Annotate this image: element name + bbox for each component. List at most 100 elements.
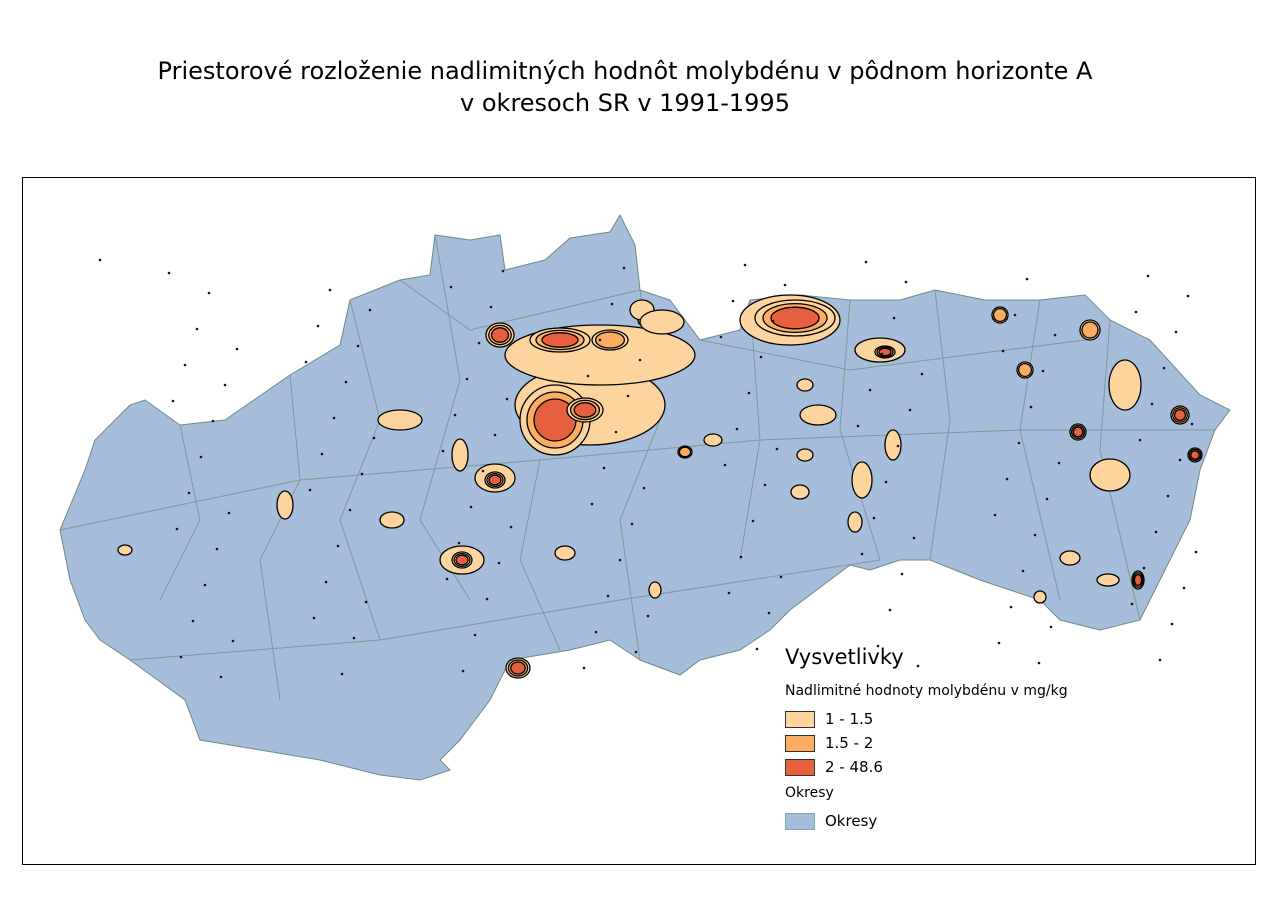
zone-class-3 bbox=[488, 474, 502, 486]
legend-item-class-2: 1.5 - 2 bbox=[785, 731, 1068, 755]
sample-point bbox=[191, 619, 195, 623]
sample-point bbox=[856, 424, 860, 428]
zone-class-3 bbox=[770, 306, 820, 330]
legend-swatch bbox=[785, 710, 815, 728]
title-line-1: Priestorové rozloženie nadlimitných hodn… bbox=[157, 57, 1093, 85]
sample-point bbox=[1130, 602, 1134, 606]
sample-point bbox=[763, 483, 767, 487]
sample-point bbox=[1057, 461, 1061, 465]
sample-point bbox=[1001, 349, 1005, 353]
sample-point bbox=[364, 600, 368, 604]
sample-point bbox=[489, 305, 493, 309]
sample-point bbox=[779, 575, 783, 579]
sample-point bbox=[223, 383, 227, 387]
zone-class-1 bbox=[796, 448, 814, 462]
zone-class-1 bbox=[639, 309, 685, 335]
map-title: Priestorové rozloženie nadlimitných hodn… bbox=[0, 55, 1250, 119]
sample-point bbox=[167, 271, 171, 275]
sample-point bbox=[618, 558, 622, 562]
sample-point bbox=[441, 449, 445, 453]
sample-point bbox=[1049, 625, 1053, 629]
sample-point bbox=[864, 260, 868, 264]
sample-point bbox=[348, 508, 352, 512]
sample-point bbox=[509, 525, 513, 529]
zone-class-3 bbox=[573, 402, 597, 418]
sample-point bbox=[1162, 366, 1166, 370]
sample-point bbox=[1053, 333, 1057, 337]
zone-class-1 bbox=[790, 484, 810, 500]
sample-point bbox=[231, 639, 235, 643]
legend-item-class-3: 2 - 48.6 bbox=[785, 755, 1068, 779]
district-border bbox=[519, 459, 561, 651]
sample-point bbox=[723, 463, 727, 467]
sample-point bbox=[195, 327, 199, 331]
sample-point bbox=[904, 280, 908, 284]
sample-point bbox=[457, 541, 461, 545]
sample-point bbox=[215, 547, 219, 551]
sample-point bbox=[739, 555, 743, 559]
district-border bbox=[59, 429, 1215, 531]
legend-item-class-1: 1 - 1.5 bbox=[785, 707, 1068, 731]
zone-class-3 bbox=[1173, 408, 1187, 422]
zone-class-1 bbox=[1089, 458, 1131, 492]
zone-class-3 bbox=[1072, 426, 1084, 438]
sample-point bbox=[485, 597, 489, 601]
sample-point bbox=[590, 502, 594, 506]
sample-point bbox=[453, 413, 457, 417]
zone-class-3 bbox=[541, 332, 579, 348]
sample-point bbox=[179, 655, 183, 659]
sample-point bbox=[1194, 550, 1198, 554]
sample-point bbox=[614, 430, 618, 434]
sample-point bbox=[493, 433, 497, 437]
zone-class-3 bbox=[490, 327, 510, 343]
sample-point bbox=[171, 399, 175, 403]
sample-point bbox=[304, 360, 308, 364]
sample-point bbox=[594, 630, 598, 634]
zone-class-2 bbox=[1081, 321, 1099, 339]
legend-item-districts: Okresy bbox=[785, 809, 1068, 833]
sample-point bbox=[626, 394, 630, 398]
sample-point bbox=[598, 338, 602, 342]
zone-class-1 bbox=[117, 544, 133, 556]
sample-point bbox=[868, 388, 872, 392]
sample-point bbox=[771, 319, 775, 323]
districts-layer bbox=[59, 213, 1231, 781]
sample-point bbox=[360, 472, 364, 476]
zone-class-1 bbox=[1096, 573, 1120, 587]
sample-point bbox=[759, 355, 763, 359]
sample-point bbox=[1142, 566, 1146, 570]
sample-point bbox=[920, 372, 924, 376]
zone-class-1 bbox=[796, 378, 814, 392]
sample-point bbox=[332, 416, 336, 420]
sample-point bbox=[372, 436, 376, 440]
sample-point bbox=[638, 358, 642, 362]
sample-point bbox=[747, 391, 751, 395]
sample-point bbox=[876, 644, 880, 648]
sample-point bbox=[1174, 330, 1178, 334]
legend-group-districts: Okresy bbox=[785, 785, 834, 801]
sample-point bbox=[755, 647, 759, 651]
sample-point bbox=[1146, 274, 1150, 278]
sample-point bbox=[783, 283, 787, 287]
sample-point bbox=[888, 608, 892, 612]
sample-point bbox=[175, 527, 179, 531]
sample-point bbox=[896, 444, 900, 448]
district-border bbox=[339, 299, 381, 641]
sample-point bbox=[336, 544, 340, 548]
zone-class-1 bbox=[276, 490, 294, 520]
district-border bbox=[929, 289, 951, 561]
sample-point bbox=[352, 636, 356, 640]
sample-point bbox=[469, 505, 473, 509]
sample-point bbox=[743, 263, 747, 267]
sample-point bbox=[767, 611, 771, 615]
zone-class-3 bbox=[510, 661, 526, 675]
sample-point bbox=[993, 513, 997, 517]
sample-point bbox=[872, 516, 876, 520]
district-border bbox=[159, 424, 201, 601]
zone-class-3 bbox=[1133, 573, 1143, 587]
zone-class-1 bbox=[648, 581, 662, 599]
zone-class-2 bbox=[1017, 362, 1033, 378]
sample-point bbox=[634, 650, 638, 654]
sample-point bbox=[98, 258, 102, 262]
legend-swatch bbox=[785, 812, 815, 830]
